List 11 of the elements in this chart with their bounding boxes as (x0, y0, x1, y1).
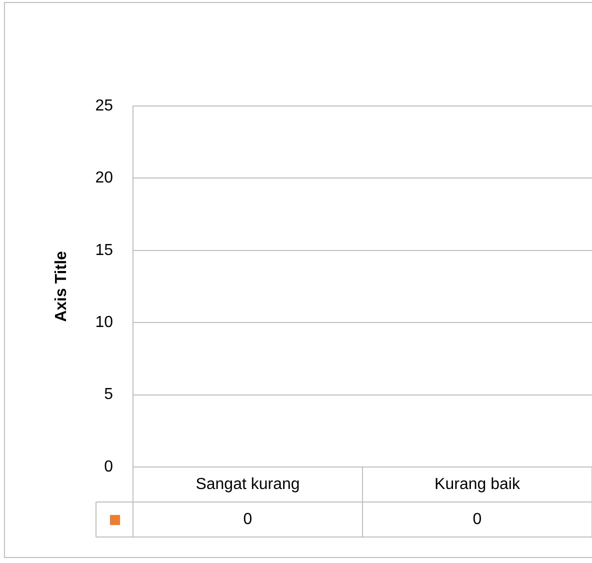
y-axis-title: Axis Title (53, 250, 70, 322)
data-label: 0 (472, 510, 482, 528)
y-tick-label: 5 (104, 386, 114, 404)
y-tick-label: 20 (95, 170, 114, 187)
y-tick-label: 25 (95, 97, 114, 114)
y-tick-label: 15 (95, 242, 114, 259)
x-tick-label: Sangat kurang (196, 476, 300, 493)
x-tick-label: Kurang baik (434, 476, 521, 493)
data-label: 0 (243, 510, 252, 528)
y-tick-label: 10 (95, 314, 114, 332)
y-tick-label: 0 (104, 458, 114, 476)
